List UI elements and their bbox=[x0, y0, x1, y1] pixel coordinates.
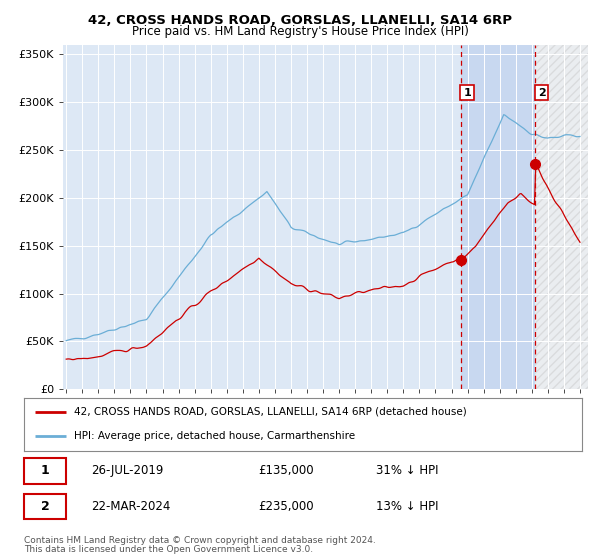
Text: 31% ↓ HPI: 31% ↓ HPI bbox=[376, 464, 438, 478]
FancyBboxPatch shape bbox=[24, 458, 66, 484]
Text: Price paid vs. HM Land Registry's House Price Index (HPI): Price paid vs. HM Land Registry's House … bbox=[131, 25, 469, 38]
Text: £135,000: £135,000 bbox=[259, 464, 314, 478]
Text: 42, CROSS HANDS ROAD, GORSLAS, LLANELLI, SA14 6RP: 42, CROSS HANDS ROAD, GORSLAS, LLANELLI,… bbox=[88, 14, 512, 27]
Text: £235,000: £235,000 bbox=[259, 500, 314, 513]
Text: 26-JUL-2019: 26-JUL-2019 bbox=[91, 464, 163, 478]
Text: 1: 1 bbox=[463, 87, 471, 97]
Text: 2: 2 bbox=[41, 500, 49, 513]
Text: 22-MAR-2024: 22-MAR-2024 bbox=[91, 500, 170, 513]
Text: 2: 2 bbox=[538, 87, 545, 97]
Bar bbox=[535, 45, 588, 389]
Bar bbox=[461, 45, 535, 389]
Text: 13% ↓ HPI: 13% ↓ HPI bbox=[376, 500, 438, 513]
Text: 42, CROSS HANDS ROAD, GORSLAS, LLANELLI, SA14 6RP (detached house): 42, CROSS HANDS ROAD, GORSLAS, LLANELLI,… bbox=[74, 407, 467, 417]
Text: 1: 1 bbox=[41, 464, 49, 478]
FancyBboxPatch shape bbox=[24, 494, 66, 519]
Text: HPI: Average price, detached house, Carmarthenshire: HPI: Average price, detached house, Carm… bbox=[74, 431, 355, 441]
Bar bbox=[535, 45, 588, 389]
Text: This data is licensed under the Open Government Licence v3.0.: This data is licensed under the Open Gov… bbox=[24, 545, 313, 554]
Text: Contains HM Land Registry data © Crown copyright and database right 2024.: Contains HM Land Registry data © Crown c… bbox=[24, 536, 376, 545]
